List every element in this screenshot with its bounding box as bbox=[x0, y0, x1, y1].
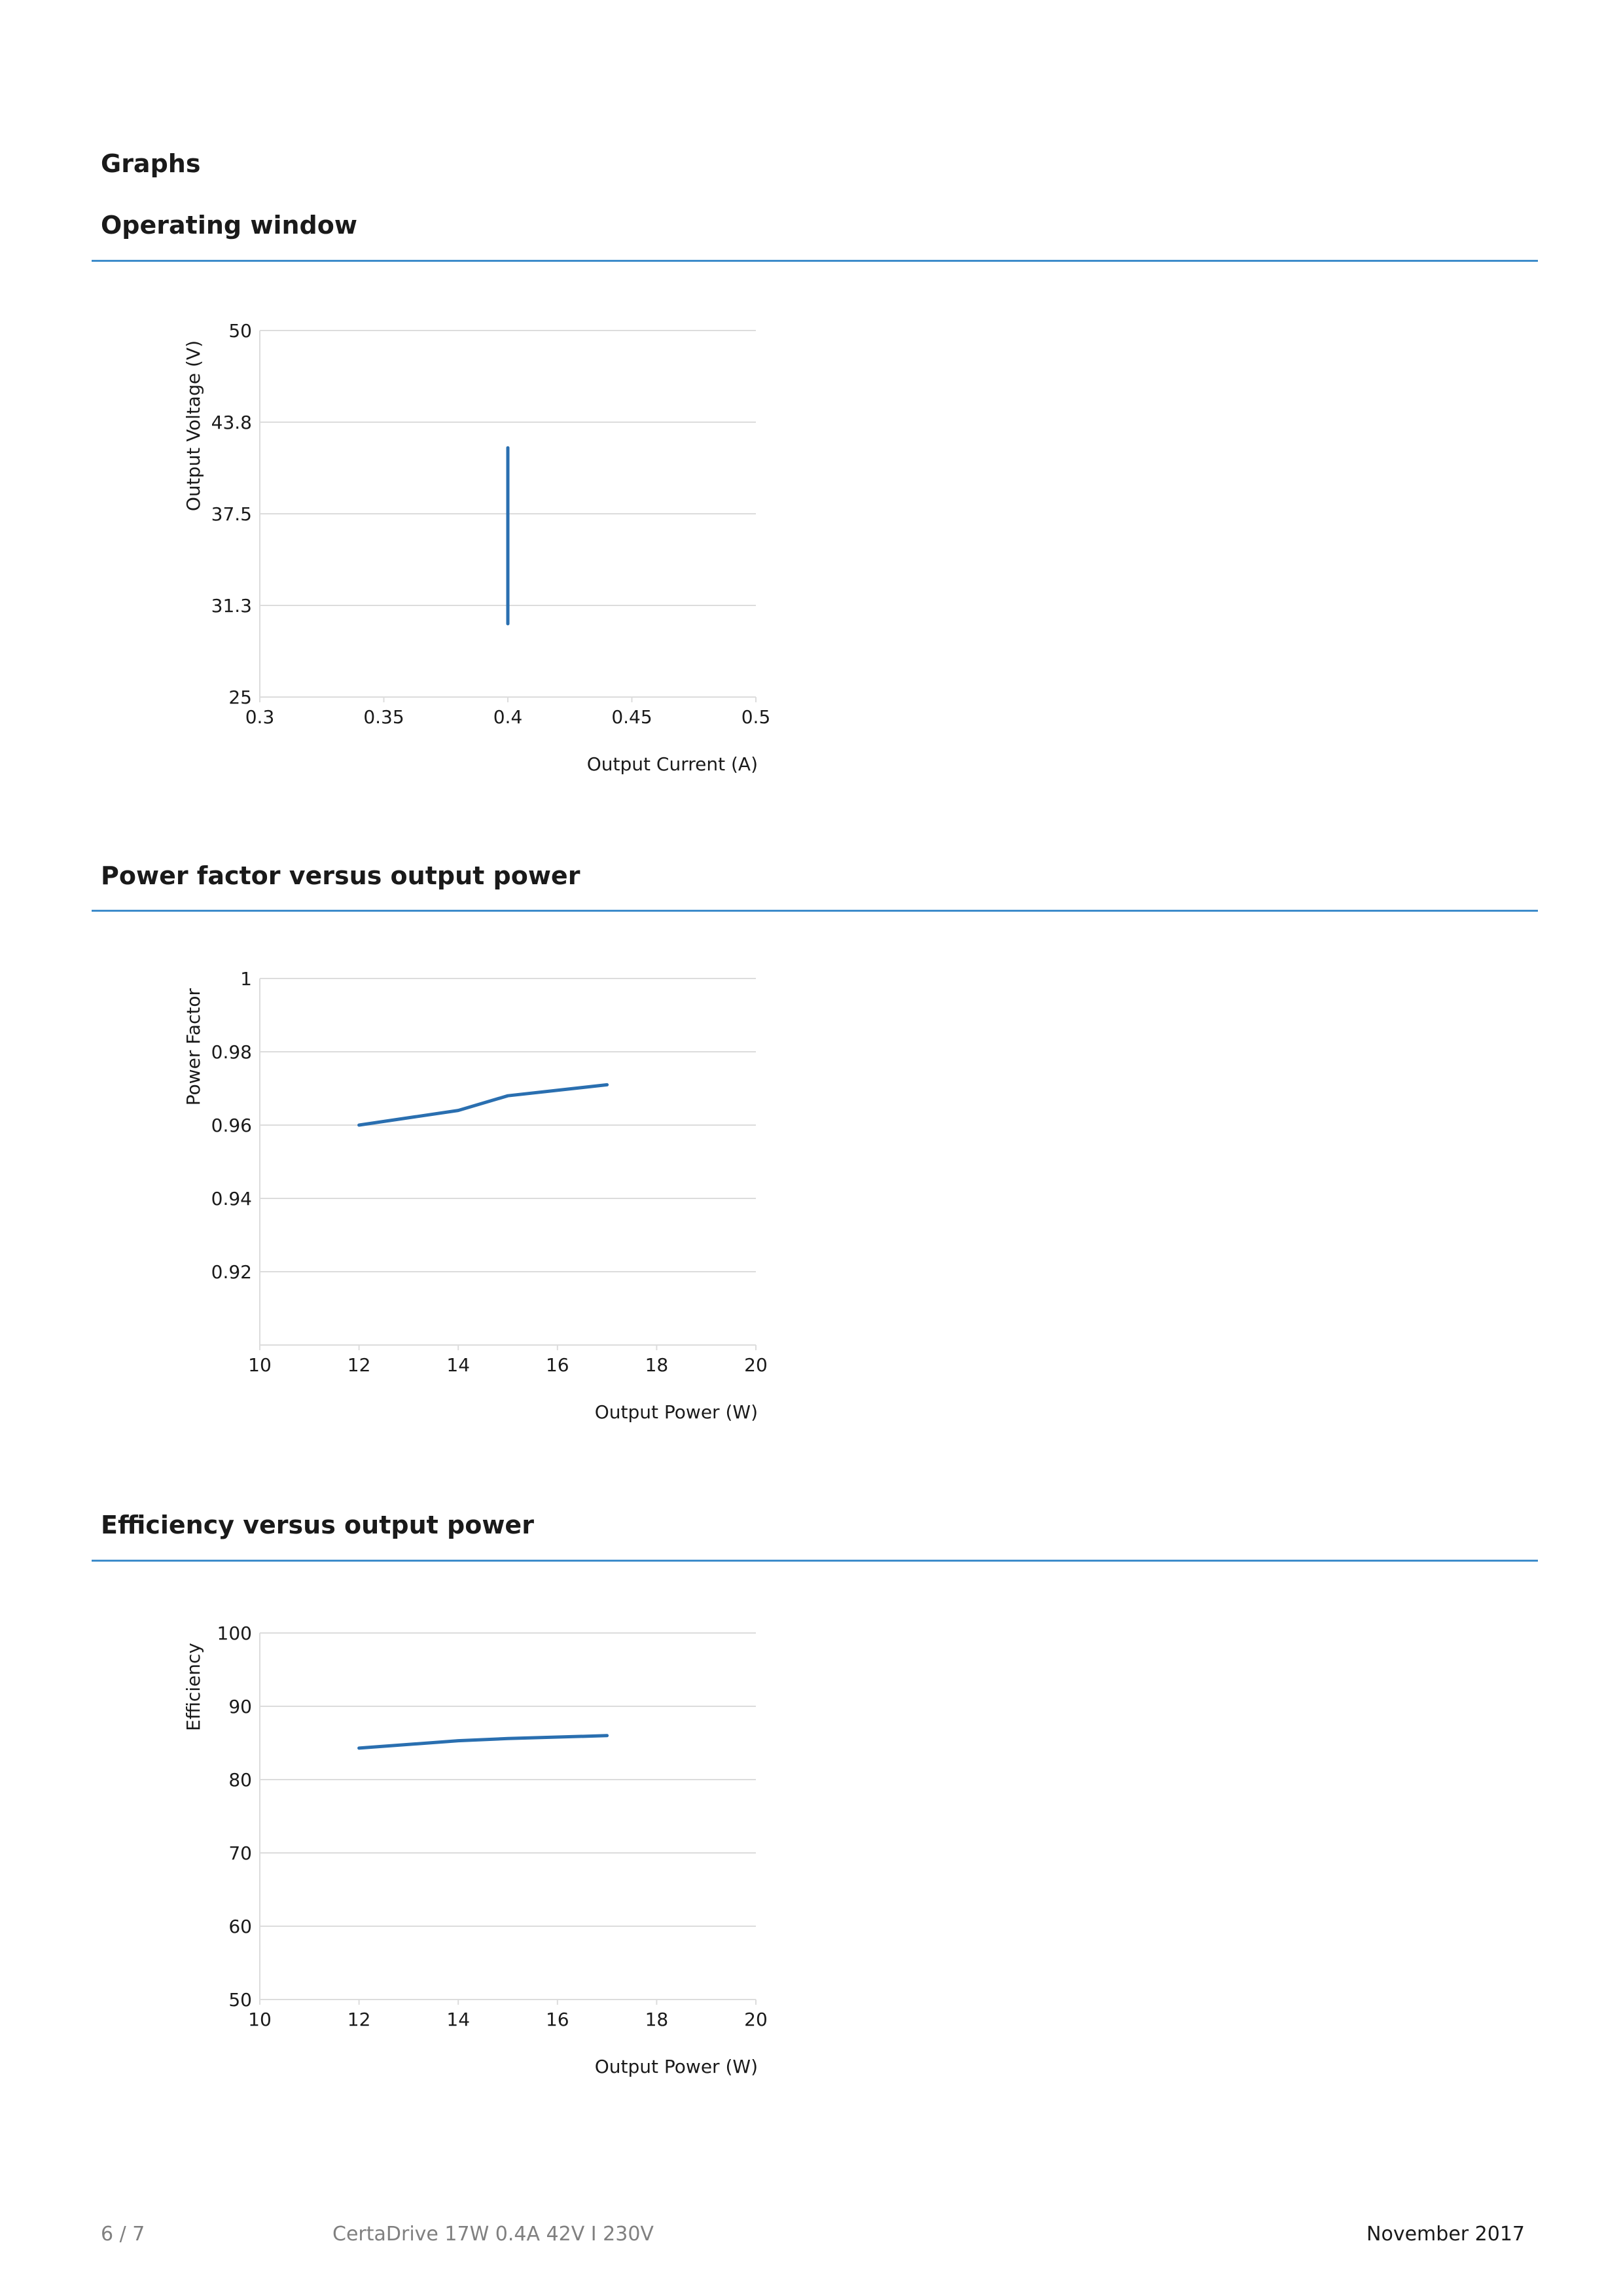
x-tick-label: 16 bbox=[546, 2009, 569, 2030]
section-title-efficiency: Efficiency versus output power bbox=[101, 1511, 534, 1539]
y-tick-label: 100 bbox=[217, 1623, 252, 1644]
footer-product-name: CertaDrive 17W 0.4A 42V I 230V bbox=[332, 2223, 654, 2246]
x-tick-label: 18 bbox=[645, 2009, 669, 2030]
x-tick-label: 14 bbox=[446, 2009, 470, 2030]
y-axis-label: Output Voltage (V) bbox=[183, 340, 204, 511]
y-tick-label: 0.96 bbox=[211, 1115, 252, 1136]
y-tick-label: 43.8 bbox=[211, 412, 252, 433]
x-tick-label: 0.4 bbox=[493, 706, 523, 728]
x-tick-label: 12 bbox=[348, 1354, 371, 1376]
x-tick-label: 0.3 bbox=[245, 706, 275, 728]
y-axis-label: Efficiency bbox=[183, 1643, 204, 1731]
y-tick-label: 70 bbox=[228, 1842, 252, 1864]
page-heading: Graphs bbox=[101, 149, 201, 178]
x-axis-label: Output Power (W) bbox=[595, 1401, 758, 1423]
x-tick-label: 16 bbox=[546, 1354, 569, 1376]
y-tick-label: 31.3 bbox=[211, 595, 252, 617]
x-axis-label: Output Current (A) bbox=[587, 753, 758, 775]
x-tick-label: 0.5 bbox=[741, 706, 771, 728]
x-tick-label: 18 bbox=[645, 1354, 669, 1376]
y-tick-label: 0.98 bbox=[211, 1041, 252, 1063]
footer-date: November 2017 bbox=[1366, 2223, 1525, 2246]
y-tick-label: 37.5 bbox=[211, 503, 252, 525]
power-factor-chart: 0.92 0.94 0.96 0.98 1 10 12 14 16 18 20 Output Powe… bbox=[183, 968, 768, 1423]
x-tick-label: 20 bbox=[744, 1354, 768, 1376]
section-divider bbox=[92, 260, 1538, 262]
x-axis-label: Output Power (W) bbox=[595, 2056, 758, 2077]
series-line bbox=[357, 1734, 609, 1750]
y-axis-label: Power Factor bbox=[183, 988, 204, 1106]
y-tick-label: 0.92 bbox=[211, 1261, 252, 1283]
section-title-operating-window: Operating window bbox=[101, 211, 357, 240]
y-tick-label: 0.94 bbox=[211, 1188, 252, 1210]
series-line bbox=[357, 1083, 609, 1127]
y-tick-label: 80 bbox=[228, 1769, 252, 1791]
x-tick-label: 10 bbox=[248, 2009, 272, 2030]
y-tick-label: 60 bbox=[228, 1916, 252, 1937]
y-tick-label: 25 bbox=[228, 687, 252, 708]
x-tick-label: 12 bbox=[348, 2009, 371, 2030]
x-tick-label: 0.35 bbox=[363, 706, 404, 728]
x-tick-label: 20 bbox=[744, 2009, 768, 2030]
y-tick-label: 50 bbox=[228, 1989, 252, 2011]
x-tick-label: 0.45 bbox=[611, 706, 652, 728]
x-tick-label: 14 bbox=[446, 1354, 470, 1376]
efficiency-chart: 50 60 70 80 90 100 10 12 14 16 18 20 Output Power (W… bbox=[183, 1623, 768, 2077]
footer-page-number: 6 / 7 bbox=[101, 2223, 145, 2246]
x-tick-label: 10 bbox=[248, 1354, 272, 1376]
operating-window-chart: 25 31.3 37.5 43.8 50 0.3 0.35 0.4 0.45 0.5 Output … bbox=[183, 320, 771, 775]
section-divider bbox=[92, 1560, 1538, 1562]
y-tick-label: 1 bbox=[240, 968, 252, 990]
y-tick-label: 90 bbox=[228, 1696, 252, 1717]
section-title-power-factor: Power factor versus output power bbox=[101, 861, 580, 890]
section-divider bbox=[92, 910, 1538, 912]
y-tick-label: 50 bbox=[228, 320, 252, 342]
